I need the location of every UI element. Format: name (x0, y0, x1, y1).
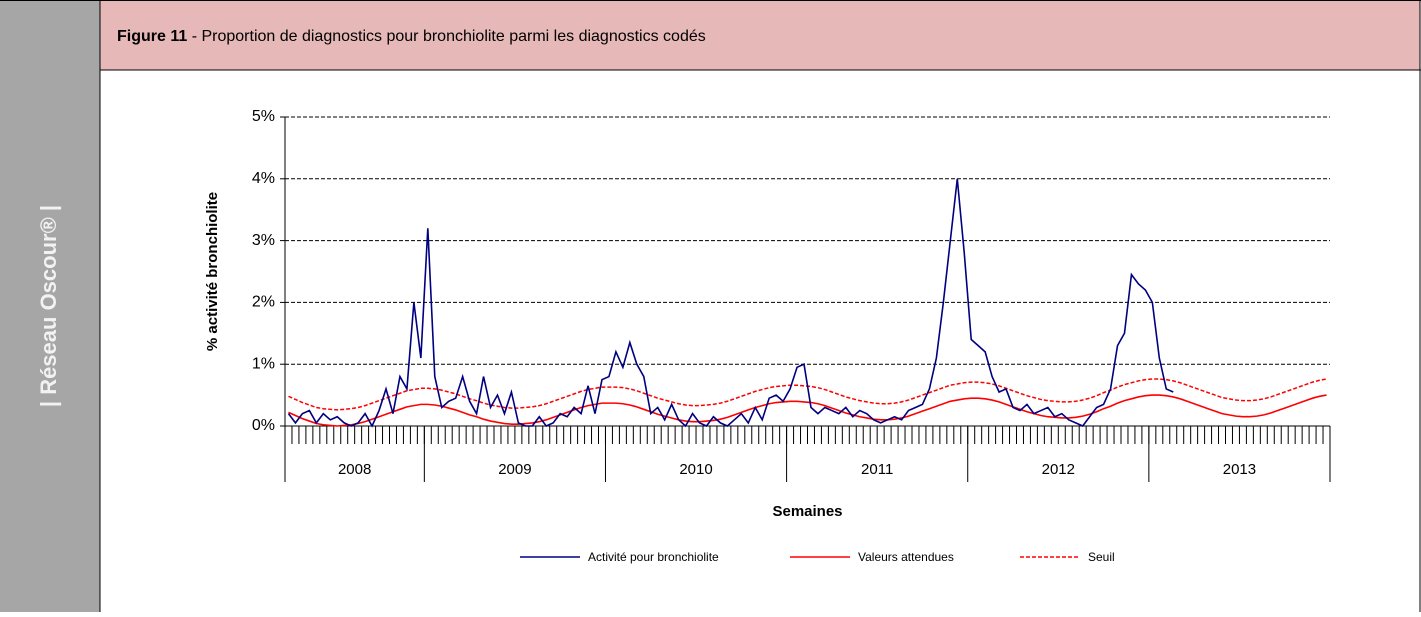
y-axis-title: % activité bronchiolite (204, 192, 221, 351)
x-tick-label: 2013 (1223, 461, 1256, 478)
figure-title: - Proportion de diagnostics pour bronchi… (187, 28, 706, 45)
x-tick-label: 2008 (338, 461, 371, 478)
series-line (287, 178, 1174, 428)
y-tick-label: 4% (252, 170, 275, 187)
x-axis-title: Semaines (772, 503, 842, 520)
legend-label: Seuil (1088, 550, 1115, 564)
chart: 0% 1% 2% 3% 4% 5% % activité bronchiolite Semai… (204, 108, 1331, 564)
y-tick-label: 1% (252, 355, 275, 372)
legend-label: Valeurs attendues (858, 550, 954, 564)
series-line (288, 394, 1327, 427)
header-band (100, 0, 1420, 70)
x-tick-label: 2011 (861, 461, 893, 478)
y-tick-label: 5% (252, 108, 275, 125)
figure-number: Figure 11 (117, 28, 187, 45)
x-tick-label: 2009 (498, 461, 531, 478)
y-tick-label: 2% (252, 294, 275, 311)
header-title: Figure 11 - Proportion de diagnostics po… (117, 28, 706, 45)
y-tick-label: 0% (252, 417, 275, 434)
x-tick-label: 2010 (679, 461, 712, 478)
x-tick-label: 2012 (1042, 461, 1075, 478)
legend-label: Activité pour bronchiolite (588, 550, 719, 564)
sidebar (0, 0, 100, 612)
sidebar-label: | Réseau Oscour® | (36, 205, 61, 407)
y-tick-label: 3% (252, 232, 275, 249)
